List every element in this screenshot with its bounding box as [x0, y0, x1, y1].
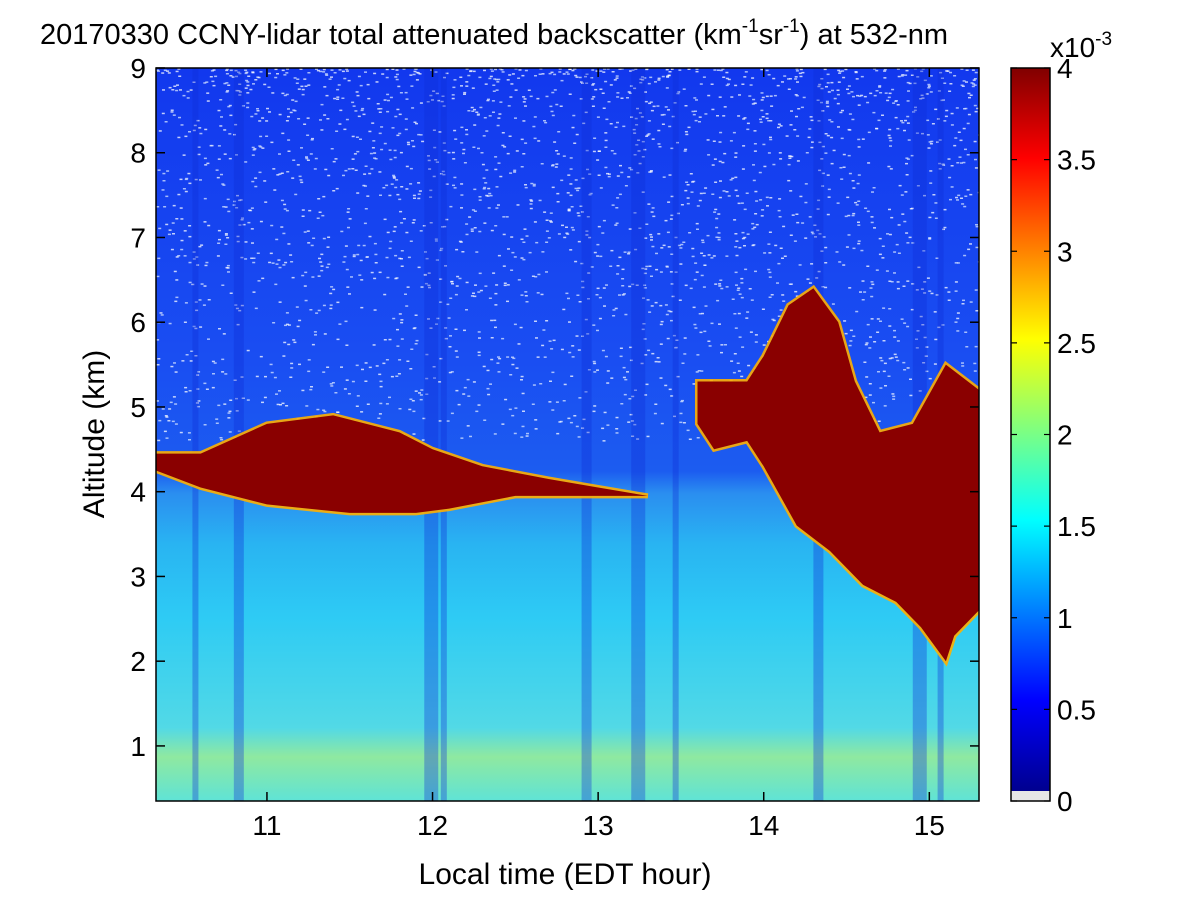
- x-tick-label: 13: [583, 810, 614, 841]
- colorbar-gradient: [1011, 68, 1050, 791]
- colorbar-tick-label: 2.5: [1057, 328, 1096, 359]
- colorbar-tick-label: 1.5: [1057, 511, 1096, 542]
- y-tick-label: 6: [130, 307, 146, 338]
- colorbar-scale-label: x10-3: [1050, 29, 1112, 63]
- colorbar: 0 0.5 1 1.5 2 2.5 3 3.5 4: [1010, 53, 1096, 817]
- heatmap-plot-area: [156, 68, 979, 801]
- y-tick-label: 5: [130, 392, 146, 423]
- colorbar-tick-label: 0.5: [1057, 694, 1096, 725]
- x-axis-label: Local time (EDT hour): [419, 858, 712, 891]
- colorbar-tick-label: 4: [1057, 53, 1073, 84]
- y-axis: 1 2 3 4 5 6 7 8 9: [130, 53, 979, 762]
- colorbar-nodata-swatch: [1011, 791, 1050, 801]
- y-tick-label: 9: [130, 53, 146, 84]
- y-tick-label: 3: [130, 561, 146, 592]
- cloud-layers: [156, 284, 979, 667]
- colorbar-tick-label: 2: [1057, 420, 1073, 451]
- y-tick-label: 8: [130, 138, 146, 169]
- y-axis-label: Altitude (km): [78, 350, 111, 518]
- y-tick-label: 4: [130, 477, 146, 508]
- x-tick-label: 11: [252, 810, 281, 841]
- y-tick-label: 2: [130, 646, 146, 677]
- chart-title: 20170330 CCNY-lidar total attenuated bac…: [40, 16, 948, 51]
- colorbar-tick-label: 3: [1057, 236, 1073, 267]
- x-tick-label: 15: [914, 810, 945, 841]
- plot-frame: [155, 67, 980, 802]
- y-tick-label: 7: [130, 222, 146, 253]
- colorbar-tick-label: 0: [1057, 786, 1073, 817]
- colorbar-tick-label: 3.5: [1057, 145, 1096, 176]
- x-tick-label: 12: [417, 810, 448, 841]
- colorbar-tick-label: 1: [1057, 603, 1073, 634]
- x-tick-label: 14: [748, 810, 779, 841]
- y-tick-label: 1: [130, 731, 146, 762]
- x-axis: 11 12 13 14 15: [252, 68, 945, 841]
